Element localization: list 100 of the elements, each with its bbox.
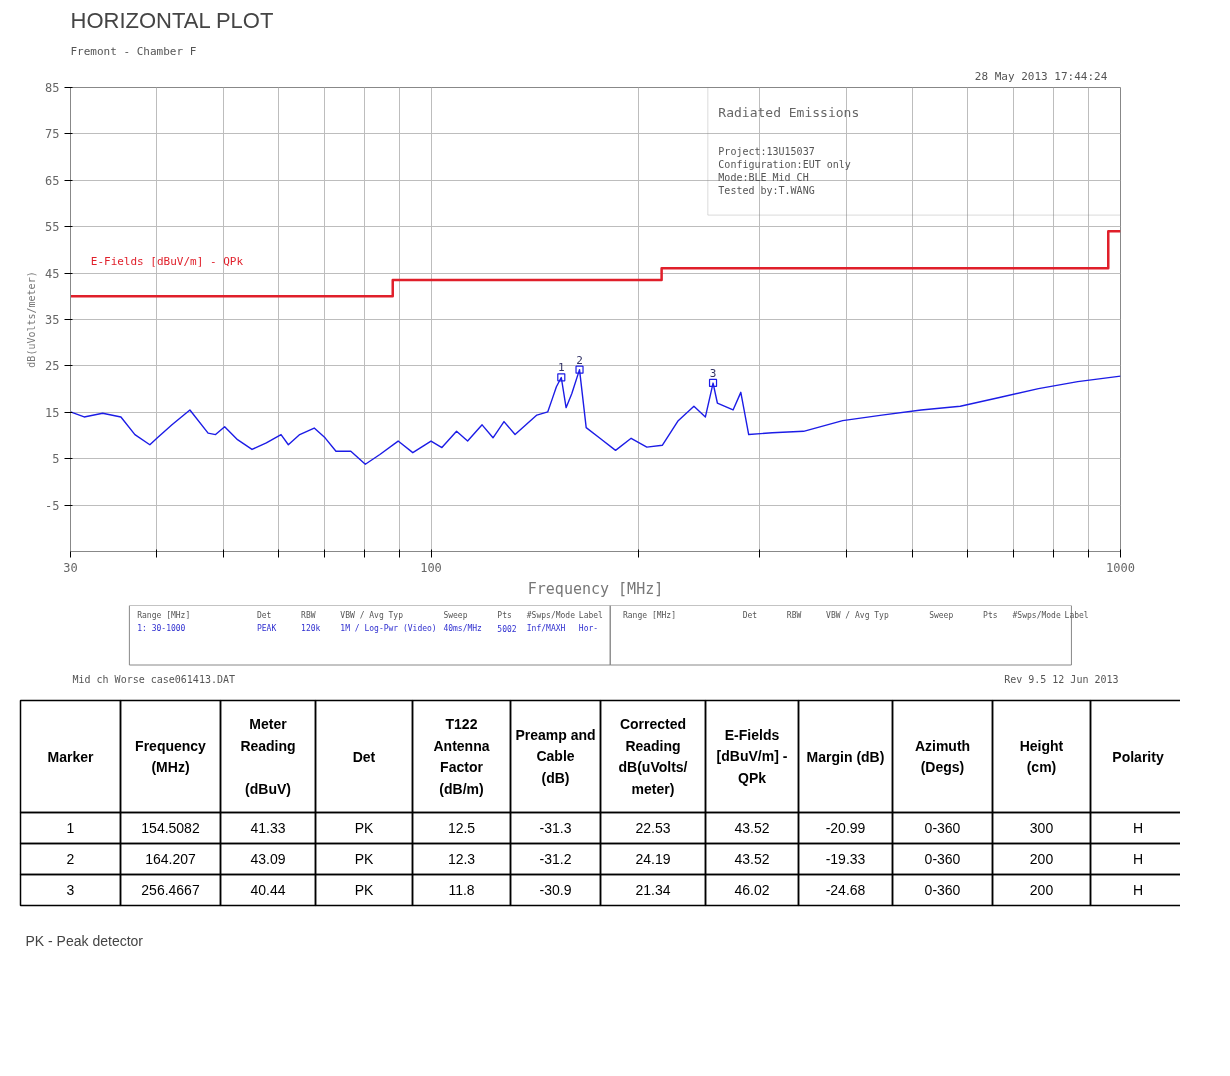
text: 43.52 — [734, 820, 770, 836]
text: 40ms/MHz — [443, 623, 483, 633]
x-tick-label: 30 — [63, 560, 78, 575]
text: PEAK — [256, 623, 277, 633]
text: Hor- — [578, 623, 599, 633]
category-label: Margin (dB) — [806, 748, 885, 765]
text: Range [MHz] — [622, 611, 676, 621]
text: 43.09 — [250, 851, 286, 867]
text: 200 — [1029, 851, 1054, 867]
text: Pts — [497, 611, 512, 621]
category-label: Marker — [47, 748, 95, 765]
annotation: Radiated Emissions — [718, 104, 860, 120]
category-label: Azimuth (Degs) — [914, 737, 971, 776]
text: RBW — [786, 611, 802, 621]
text: -31.3 — [539, 820, 572, 836]
text: -24.68 — [825, 882, 866, 898]
text: Sweep — [929, 611, 954, 621]
y-tick-label: 75 — [45, 127, 60, 142]
text: PK — [354, 882, 374, 898]
text: 40.44 — [250, 882, 286, 898]
category-label: Height (cm) — [1019, 737, 1064, 776]
text: E-Fields [dBuV/m] - QPk — [90, 255, 244, 269]
category-label: Det — [352, 748, 376, 765]
text: #Swps/Mode — [1012, 611, 1061, 621]
text: 0-360 — [924, 820, 961, 836]
x-axis-title: Frequency [MHz] — [527, 579, 664, 598]
category-label: Preamp and Cable (dB) — [515, 726, 596, 787]
text: 0-360 — [924, 851, 961, 867]
x-tick-label: 100 — [420, 560, 442, 575]
text: -19.33 — [825, 851, 866, 867]
text: Rev 9.5 12 Jun 2013 — [1004, 674, 1119, 686]
text: Inf/MAXH — [526, 623, 566, 633]
text: 1M / Log-Pwr (Video) — [340, 623, 437, 633]
y-tick-label: 65 — [45, 173, 60, 188]
text: -20.99 — [825, 820, 866, 836]
text: #Swps/Mode — [526, 611, 576, 621]
text: 256.4667 — [141, 882, 200, 898]
category-label: E-Fields [dBuV/m] - QPk — [716, 726, 788, 787]
text: 120k — [301, 623, 321, 633]
text: 21.34 — [635, 882, 671, 898]
text: 0-360 — [924, 882, 961, 898]
text: Range [MHz] — [137, 611, 191, 621]
y-tick-label: 25 — [45, 359, 60, 374]
text: Fremont - Chamber F — [70, 44, 197, 58]
annotation: Tested by:T.WANG — [718, 185, 815, 197]
text: VBW / Avg Typ — [826, 611, 889, 621]
text: PK - Peak detector — [25, 932, 144, 949]
y-tick-label: 15 — [45, 405, 60, 420]
text: 200 — [1029, 882, 1054, 898]
text: 12.5 — [447, 820, 476, 836]
text: VBW / Avg Typ — [340, 611, 404, 621]
annotation: 2 — [576, 353, 583, 367]
annotation: Mode:BLE Mid CH — [718, 172, 809, 184]
text: 11.8 — [448, 882, 475, 898]
text: Sweep — [443, 611, 468, 621]
text: Mid ch Worse case061413.DAT — [72, 674, 236, 686]
category-label: Polarity — [1112, 748, 1164, 765]
category-label: T122 Antenna Factor (dB/m) — [433, 716, 490, 797]
y-tick-label: 5 — [52, 452, 60, 467]
y-tick-label: -5 — [45, 498, 60, 513]
category-label: Meter Reading (dBuV) — [240, 716, 296, 797]
annotation: 1 — [557, 361, 565, 375]
text: 22.53 — [635, 820, 671, 836]
annotation: 3 — [709, 366, 717, 380]
text: 12.3 — [447, 851, 476, 867]
text: 43.52 — [734, 851, 770, 867]
chart-title: HORIZONTAL PLOT — [70, 7, 274, 33]
text: 300 — [1029, 820, 1054, 836]
text: Det — [256, 611, 272, 621]
y-tick-label: 35 — [45, 313, 60, 327]
text: -30.9 — [539, 882, 572, 898]
category-label: Corrected Reading dB(uVolts/ meter) — [618, 716, 688, 797]
text: 154.5082 — [141, 820, 200, 836]
x-tick-label: 1000 — [1106, 560, 1135, 575]
y-tick-label: 45 — [45, 266, 60, 281]
text: 1 — [66, 820, 75, 836]
text: 5002 — [497, 624, 517, 634]
text: 164.207 — [145, 851, 197, 867]
category-label: Frequency (MHz) — [135, 737, 207, 776]
y-tick-label: 55 — [45, 220, 60, 235]
text: 3 — [66, 882, 75, 898]
text: H — [1132, 882, 1144, 898]
text: 41.33 — [250, 820, 286, 836]
text: H — [1132, 851, 1144, 867]
annotation: Configuration:EUT only — [718, 159, 851, 171]
text: RBW — [301, 611, 316, 621]
text: Label — [578, 611, 604, 621]
text: 1: 30-1000 — [137, 623, 186, 633]
text: 28 May 2013 17:44:24 — [974, 69, 1108, 83]
text: 46.02 — [734, 882, 770, 898]
text: 2 — [66, 851, 75, 867]
text: 24.19 — [635, 851, 671, 867]
text: H — [1132, 820, 1144, 836]
y-axis-title: dB(uVolts/meter) — [26, 271, 38, 368]
text: -31.2 — [539, 851, 572, 867]
y-tick-label: 85 — [45, 81, 60, 95]
text: PK — [354, 851, 374, 867]
text: Det — [742, 611, 758, 621]
text: Pts — [983, 611, 998, 621]
text: PK — [354, 820, 374, 836]
